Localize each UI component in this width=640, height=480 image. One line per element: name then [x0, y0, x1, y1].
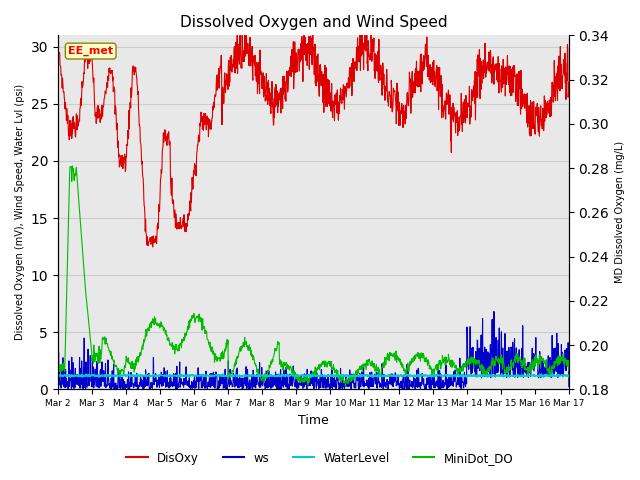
Y-axis label: Dissolved Oxygen (mV), Wind Speed, Water Lvl (psi): Dissolved Oxygen (mV), Wind Speed, Water… — [15, 84, 25, 340]
Legend: DisOxy, ws, WaterLevel, MiniDot_DO: DisOxy, ws, WaterLevel, MiniDot_DO — [122, 447, 518, 469]
Text: EE_met: EE_met — [68, 46, 113, 56]
X-axis label: Time: Time — [298, 414, 329, 427]
Y-axis label: MD Dissolved Oxygen (mg/L): MD Dissolved Oxygen (mg/L) — [615, 141, 625, 283]
Title: Dissolved Oxygen and Wind Speed: Dissolved Oxygen and Wind Speed — [180, 15, 447, 30]
